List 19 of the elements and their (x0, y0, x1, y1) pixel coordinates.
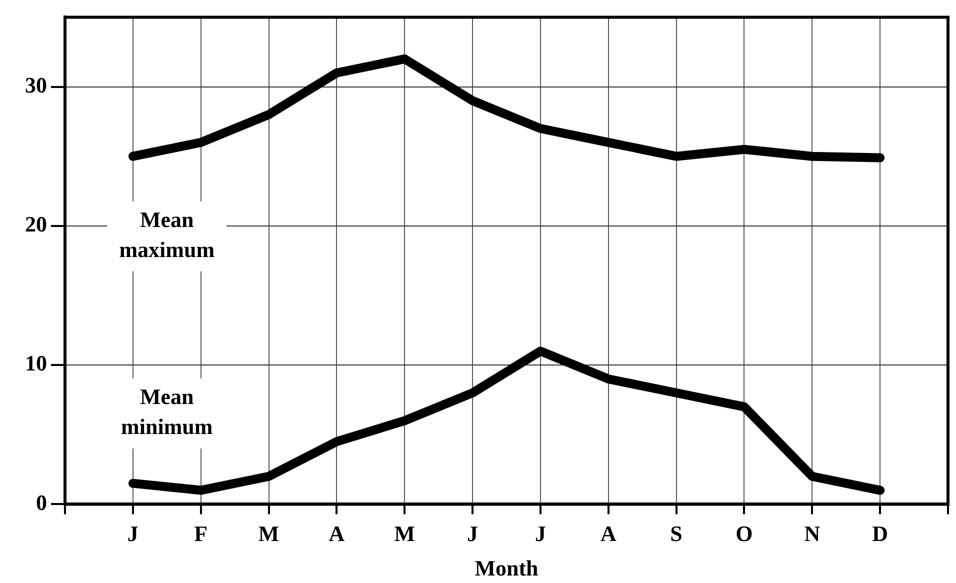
x-tick-label: A (328, 521, 345, 546)
y-tick-label: 10 (25, 350, 47, 376)
x-tick-label: A (600, 521, 616, 546)
x-tick-label: M (394, 521, 416, 546)
text: Mean maximum (119, 207, 215, 262)
x-tick-label: O (736, 521, 753, 546)
x-tick-label: J (534, 521, 546, 546)
text: Mean minimum (121, 384, 213, 440)
y-tick-label: 20 (25, 212, 47, 237)
x-tick-label: N (804, 521, 820, 546)
x-axis-title: Month (474, 555, 538, 580)
y-tick-label: 0 (36, 490, 47, 515)
x-tick-label: J (127, 521, 138, 546)
x-tick-label: D (872, 521, 888, 546)
x-tick-label: S (670, 521, 682, 546)
x-tick-label: M (258, 521, 280, 546)
y-tick-label: 30 (25, 72, 47, 98)
x-tick-label: J (467, 521, 478, 546)
x-tick-label: F (194, 521, 208, 546)
